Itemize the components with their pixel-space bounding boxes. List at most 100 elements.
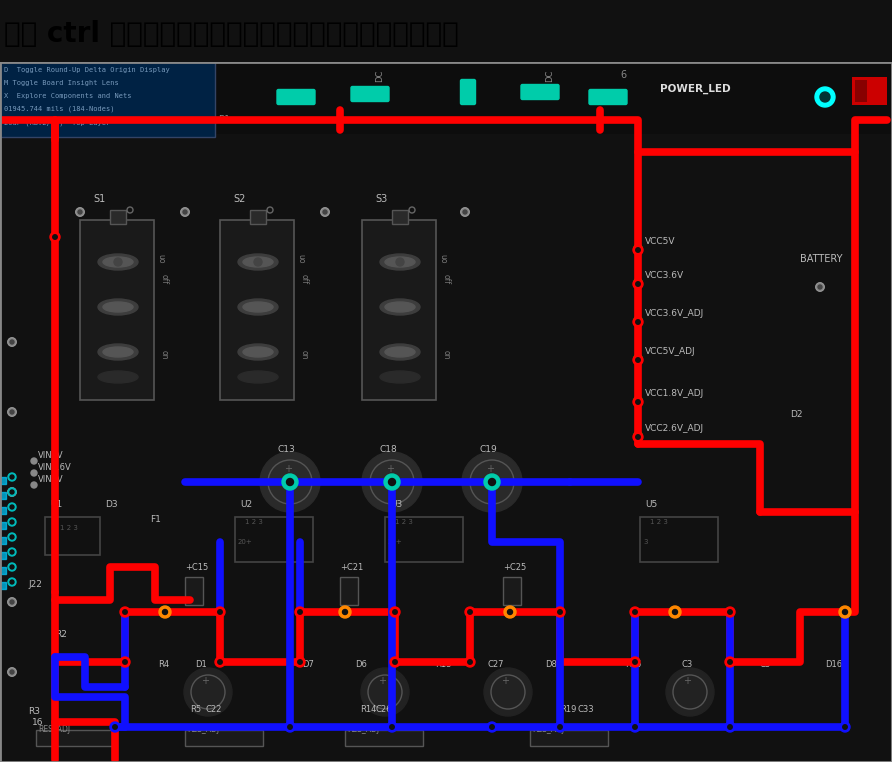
Circle shape bbox=[215, 607, 225, 617]
Text: U5: U5 bbox=[645, 500, 657, 509]
Text: 1 2 3: 1 2 3 bbox=[395, 519, 413, 525]
Circle shape bbox=[8, 533, 16, 541]
Circle shape bbox=[636, 248, 640, 252]
Circle shape bbox=[487, 722, 497, 732]
Circle shape bbox=[298, 610, 302, 614]
Text: D1: D1 bbox=[218, 115, 230, 124]
Bar bbox=[185, 730, 263, 746]
Circle shape bbox=[396, 258, 404, 266]
Text: D1: D1 bbox=[195, 660, 207, 669]
Circle shape bbox=[489, 479, 495, 485]
Circle shape bbox=[159, 606, 171, 618]
Text: R5: R5 bbox=[190, 705, 201, 714]
Circle shape bbox=[10, 505, 14, 509]
Bar bbox=[0, 492, 6, 499]
Circle shape bbox=[215, 657, 225, 667]
Circle shape bbox=[112, 725, 117, 729]
Circle shape bbox=[460, 207, 469, 216]
Circle shape bbox=[8, 518, 16, 526]
Circle shape bbox=[504, 606, 516, 618]
Ellipse shape bbox=[380, 254, 420, 270]
Bar bbox=[0, 552, 6, 559]
Circle shape bbox=[508, 610, 513, 614]
Circle shape bbox=[725, 607, 735, 617]
Text: D8: D8 bbox=[545, 660, 557, 669]
Circle shape bbox=[462, 452, 522, 512]
Text: R19: R19 bbox=[560, 705, 576, 714]
Circle shape bbox=[630, 607, 640, 617]
Circle shape bbox=[843, 610, 847, 614]
Text: S1: S1 bbox=[93, 194, 105, 204]
Text: D2: D2 bbox=[790, 410, 803, 419]
Text: ÷: ÷ bbox=[287, 477, 294, 486]
Circle shape bbox=[323, 210, 327, 214]
Circle shape bbox=[339, 606, 351, 618]
FancyBboxPatch shape bbox=[460, 79, 475, 104]
Bar bbox=[80, 220, 154, 400]
Text: ÷: ÷ bbox=[489, 477, 496, 486]
Bar bbox=[385, 517, 463, 562]
Text: 1 2 3: 1 2 3 bbox=[60, 525, 78, 531]
Text: +: + bbox=[501, 676, 509, 686]
Text: on: on bbox=[160, 350, 169, 359]
Text: F1: F1 bbox=[150, 515, 161, 524]
Text: off: off bbox=[300, 274, 309, 284]
Circle shape bbox=[843, 725, 847, 729]
Text: C27: C27 bbox=[488, 660, 505, 669]
Circle shape bbox=[285, 722, 295, 732]
Text: DC: DC bbox=[375, 70, 384, 82]
Circle shape bbox=[820, 92, 830, 102]
Text: VIN9V: VIN9V bbox=[38, 475, 63, 484]
FancyBboxPatch shape bbox=[521, 85, 559, 100]
Bar bbox=[45, 517, 100, 555]
Circle shape bbox=[320, 207, 329, 216]
Ellipse shape bbox=[243, 257, 273, 267]
Text: RES_ADJ: RES_ADJ bbox=[38, 725, 70, 734]
Text: S2: S2 bbox=[233, 194, 245, 204]
Circle shape bbox=[633, 317, 643, 327]
Circle shape bbox=[288, 725, 293, 729]
Circle shape bbox=[7, 408, 16, 417]
Circle shape bbox=[218, 610, 222, 614]
Circle shape bbox=[490, 725, 494, 729]
Text: RES_ADJ: RES_ADJ bbox=[532, 725, 564, 734]
FancyBboxPatch shape bbox=[589, 89, 627, 104]
Circle shape bbox=[384, 474, 400, 490]
Circle shape bbox=[10, 565, 14, 569]
Circle shape bbox=[162, 610, 168, 614]
Text: VIN5V: VIN5V bbox=[38, 451, 63, 460]
Circle shape bbox=[7, 488, 16, 497]
Ellipse shape bbox=[380, 299, 420, 315]
Text: 20+: 20+ bbox=[238, 539, 252, 545]
Ellipse shape bbox=[103, 347, 133, 357]
Bar bbox=[0, 62, 892, 134]
Text: VCC5V: VCC5V bbox=[645, 237, 675, 246]
Circle shape bbox=[8, 473, 16, 481]
Circle shape bbox=[633, 355, 643, 365]
Circle shape bbox=[10, 410, 14, 414]
Circle shape bbox=[10, 580, 14, 584]
Circle shape bbox=[8, 488, 16, 496]
Circle shape bbox=[10, 600, 14, 604]
Circle shape bbox=[632, 725, 637, 729]
Text: +: + bbox=[284, 464, 292, 474]
Text: 3: 3 bbox=[643, 539, 648, 545]
Ellipse shape bbox=[243, 347, 273, 357]
Circle shape bbox=[840, 722, 850, 732]
Text: uo: uo bbox=[156, 255, 165, 264]
Circle shape bbox=[183, 210, 187, 214]
Circle shape bbox=[78, 210, 82, 214]
Circle shape bbox=[120, 657, 130, 667]
Bar bbox=[392, 210, 408, 224]
Circle shape bbox=[282, 474, 298, 490]
Ellipse shape bbox=[385, 257, 415, 267]
Ellipse shape bbox=[238, 299, 278, 315]
Text: 01945.744 mils (184-Nodes): 01945.744 mils (184-Nodes) bbox=[4, 106, 114, 113]
Bar bbox=[36, 730, 114, 746]
Circle shape bbox=[555, 722, 565, 732]
Circle shape bbox=[636, 282, 640, 287]
Bar bbox=[345, 730, 423, 746]
Text: C19: C19 bbox=[480, 445, 498, 454]
Circle shape bbox=[8, 578, 16, 586]
Circle shape bbox=[725, 657, 735, 667]
